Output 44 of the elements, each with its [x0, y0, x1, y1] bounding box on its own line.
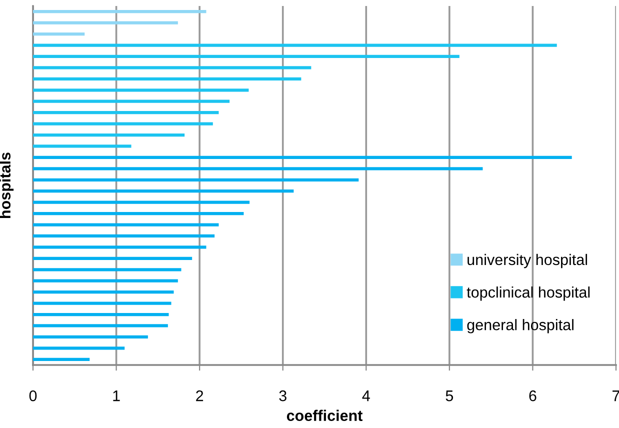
bar: [33, 66, 312, 70]
bar: [33, 156, 572, 160]
bar: [33, 32, 85, 36]
bar: [33, 246, 206, 249]
x-axis-title: coefficient: [286, 410, 363, 422]
x-tick-label: 0: [29, 390, 37, 402]
bar: [33, 178, 359, 182]
x-tick-label: 5: [446, 390, 454, 402]
bar: [33, 54, 460, 58]
bar: [33, 122, 213, 126]
bar: [33, 10, 206, 14]
bar: [33, 268, 182, 272]
x-tick-label: 6: [529, 390, 536, 402]
bar: [33, 212, 244, 216]
bar: [33, 190, 294, 193]
x-tick-label: 7: [612, 390, 619, 402]
bar: [33, 133, 185, 137]
legend-label: topclinical hospital: [466, 286, 590, 301]
x-tick-label: 1: [113, 390, 120, 402]
bar: [33, 279, 178, 282]
bar: [33, 234, 215, 238]
bar: [33, 21, 178, 24]
bar: [33, 346, 125, 350]
bar: [33, 200, 250, 204]
bar: [33, 312, 169, 316]
x-tick-label: 3: [279, 390, 286, 402]
legend-label: university hospital: [468, 254, 588, 268]
bar: [33, 144, 132, 148]
bar: [33, 302, 172, 305]
x-tick-label: 4: [362, 390, 370, 402]
legend-label: general hospital: [467, 319, 574, 334]
bar: [33, 223, 219, 226]
bar: [33, 77, 302, 80]
bar: [33, 290, 174, 294]
bar: [33, 44, 557, 47]
x-tick-label: 2: [196, 390, 204, 402]
bar: [33, 324, 168, 328]
bar: [33, 256, 192, 260]
bar: [33, 358, 90, 361]
bar: [33, 88, 249, 92]
bar: [33, 100, 230, 103]
bar: [33, 167, 483, 170]
bar: [33, 335, 148, 339]
bar: [33, 111, 219, 114]
